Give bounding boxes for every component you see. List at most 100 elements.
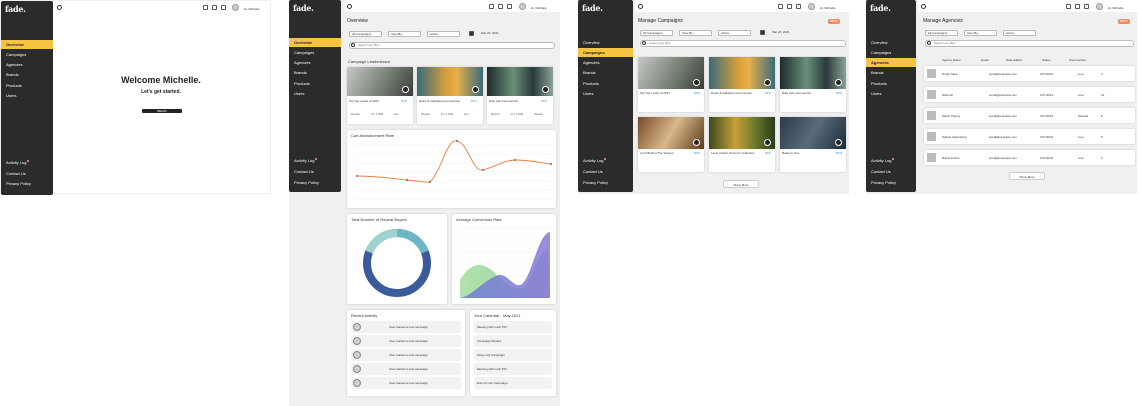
user-menu[interactable]: Hi, Michelle bbox=[820, 6, 836, 10]
table-row[interactable]: Brand Tuitive email@example.com 3/17/202… bbox=[924, 150, 1135, 165]
search-icon[interactable] bbox=[638, 4, 643, 9]
nav-privacy-policy[interactable]: Privacy Policy bbox=[294, 180, 319, 185]
table-row[interactable]: Webunit email@example.com 3/17/2021 Live… bbox=[924, 87, 1135, 102]
nav-privacy-policy[interactable]: Privacy Policy bbox=[6, 181, 31, 186]
search-input[interactable]: Search any filter bbox=[640, 40, 846, 47]
nav-products[interactable]: Products bbox=[294, 81, 310, 86]
campaign-card[interactable]: Nike Lab Commercial 50% bbox=[780, 57, 846, 112]
search-icon[interactable] bbox=[347, 4, 352, 9]
chat-icon[interactable] bbox=[796, 4, 801, 9]
search-input[interactable]: Search any filter bbox=[925, 40, 1134, 47]
activity-row[interactable]: User started a new campaign bbox=[351, 321, 461, 333]
nav-users[interactable]: Users bbox=[583, 91, 594, 96]
activity-row[interactable]: User started a new campaign bbox=[351, 349, 461, 361]
nav-agencies[interactable]: Agencies bbox=[866, 58, 916, 67]
campaign-card[interactable]: GQ Top Looks of 2021 50% Director 12 / 1… bbox=[347, 67, 413, 124]
filter-campaigns[interactable]: All Campaigns bbox=[640, 30, 673, 36]
play-icon[interactable] bbox=[693, 139, 700, 146]
chat-icon[interactable] bbox=[221, 5, 226, 10]
nav-products[interactable]: Products bbox=[871, 81, 887, 86]
filter-campaigns[interactable]: All Campaigns bbox=[925, 30, 958, 36]
nav-campaigns[interactable]: Campaigns bbox=[578, 48, 633, 57]
calendar-event[interactable]: Meeting with Lush PM bbox=[474, 321, 552, 333]
play-icon[interactable] bbox=[764, 79, 771, 86]
nav-agencies[interactable]: Agencies bbox=[6, 62, 23, 67]
filter-status[interactable]: Active bbox=[427, 31, 460, 37]
share-icon[interactable] bbox=[787, 4, 792, 9]
search-icon[interactable] bbox=[921, 4, 926, 9]
campaign-card[interactable]: Dolce & Gabbana Commercial 50% Director … bbox=[417, 67, 483, 124]
campaign-card[interactable]: Lush Behind The Scenes 50% bbox=[638, 117, 704, 172]
calendar-event[interactable]: Campaign Review bbox=[474, 335, 552, 347]
calendar-event[interactable]: End of Lush Campaign bbox=[474, 377, 552, 389]
activity-row[interactable]: User started a new campaign bbox=[351, 377, 461, 389]
user-menu[interactable]: Hi, Michelle bbox=[244, 7, 260, 11]
filter-view-by[interactable]: View By... bbox=[964, 30, 997, 36]
nav-campaigns[interactable]: Campaigns bbox=[871, 50, 892, 55]
avatar[interactable] bbox=[232, 4, 239, 11]
share-icon[interactable] bbox=[212, 5, 217, 10]
play-icon[interactable] bbox=[472, 86, 479, 93]
table-row[interactable]: Smart Sites email@example.com 3/17/2021 … bbox=[924, 66, 1135, 81]
filter-view-by[interactable]: View By... bbox=[388, 31, 421, 37]
activity-row[interactable]: User started a new campaign bbox=[351, 335, 461, 347]
nav-agencies[interactable]: Agencies bbox=[583, 60, 600, 65]
nav-contact-us[interactable]: Contact Us bbox=[294, 169, 314, 174]
grid-icon[interactable] bbox=[489, 4, 494, 9]
nav-campaigns[interactable]: Campaigns bbox=[6, 52, 27, 57]
nav-brands[interactable]: Brands bbox=[871, 70, 884, 75]
grid-icon[interactable] bbox=[1066, 4, 1071, 9]
nav-users[interactable]: Users bbox=[294, 91, 305, 96]
grid-icon[interactable] bbox=[778, 4, 783, 9]
play-icon[interactable] bbox=[693, 79, 700, 86]
activity-row[interactable]: User started a new campaign bbox=[351, 363, 461, 375]
calendar-event[interactable]: Setup GQ Campaign bbox=[474, 349, 552, 361]
nav-brands[interactable]: Brands bbox=[294, 70, 307, 75]
nav-users[interactable]: Users bbox=[6, 93, 17, 98]
play-icon[interactable] bbox=[764, 139, 771, 146]
filter-status[interactable]: Active bbox=[1003, 30, 1036, 36]
nav-brands[interactable]: Brands bbox=[583, 70, 596, 75]
campaign-card[interactable]: Louis Vuitton Summer Collection 50% bbox=[709, 117, 775, 172]
search-icon[interactable] bbox=[57, 5, 62, 10]
show-more-button[interactable]: Show More bbox=[723, 180, 759, 188]
play-icon[interactable] bbox=[402, 86, 409, 93]
date-field[interactable]: Mar 20, 2021 bbox=[481, 31, 499, 35]
calendar-icon[interactable] bbox=[760, 30, 765, 35]
search-input[interactable]: Search any filter bbox=[349, 42, 555, 49]
nav-overview[interactable]: Overview bbox=[583, 40, 600, 45]
filter-campaigns[interactable]: All Campaigns bbox=[349, 31, 382, 37]
avatar[interactable] bbox=[1096, 3, 1103, 10]
share-icon[interactable] bbox=[1075, 4, 1080, 9]
nav-brands[interactable]: Brands bbox=[6, 72, 19, 77]
nav-overview[interactable]: Overview bbox=[289, 38, 341, 47]
table-row[interactable]: Metric Theory email@example.com 3/17/202… bbox=[924, 108, 1135, 123]
calendar-event[interactable]: Meeting with Lush PM bbox=[474, 363, 552, 375]
chat-icon[interactable] bbox=[507, 4, 512, 9]
user-menu[interactable]: Hi, Michelle bbox=[531, 6, 547, 10]
avatar[interactable] bbox=[519, 3, 526, 10]
nav-overview[interactable]: Overview bbox=[1, 40, 53, 49]
nav-contact-us[interactable]: Contact Us bbox=[583, 169, 603, 174]
grid-icon[interactable] bbox=[203, 5, 208, 10]
nav-overview[interactable]: Overview bbox=[871, 40, 888, 45]
filter-status[interactable]: Active bbox=[718, 30, 751, 36]
nav-activity-log[interactable]: Activity Log bbox=[294, 158, 318, 163]
play-icon[interactable] bbox=[835, 139, 842, 146]
campaign-card[interactable]: Dolce & Gabbana Commercial 50% bbox=[709, 57, 775, 112]
campaign-card[interactable]: Beats In One 50% bbox=[780, 117, 846, 172]
user-menu[interactable]: Hi, Michelle bbox=[1108, 6, 1124, 10]
campaign-card[interactable]: Nike Lab Commercial 50% Director 12 / 1 … bbox=[487, 67, 553, 124]
share-icon[interactable] bbox=[498, 4, 503, 9]
nav-users[interactable]: Users bbox=[871, 91, 882, 96]
calendar-icon[interactable] bbox=[469, 31, 474, 36]
nav-activity-log[interactable]: Activity Log bbox=[583, 158, 607, 163]
nav-agencies[interactable]: Agencies bbox=[294, 60, 311, 65]
nav-contact-us[interactable]: Contact Us bbox=[6, 171, 26, 176]
nav-contact-us[interactable]: Contact Us bbox=[871, 169, 891, 174]
nav-products[interactable]: Products bbox=[6, 83, 22, 88]
play-icon[interactable] bbox=[542, 86, 549, 93]
filter-view-by[interactable]: View By... bbox=[679, 30, 712, 36]
show-more-button[interactable]: Show More bbox=[1009, 172, 1045, 180]
chat-icon[interactable] bbox=[1084, 4, 1089, 9]
